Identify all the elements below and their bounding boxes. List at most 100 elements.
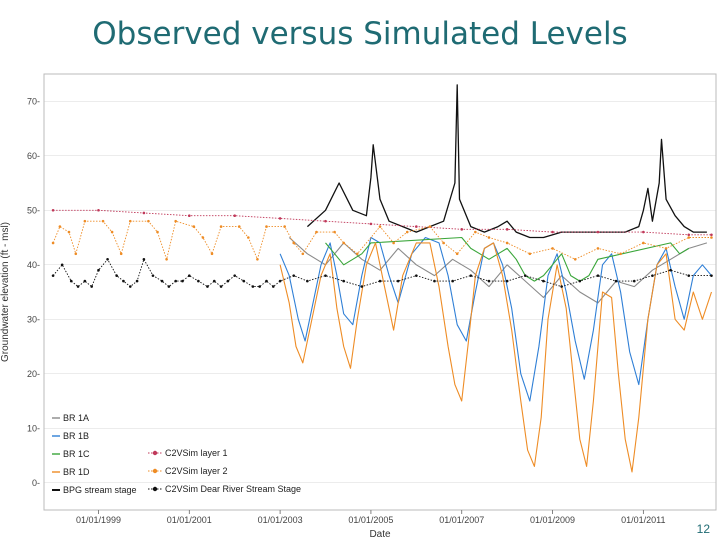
series-layer2-point	[67, 230, 71, 234]
legend-label-layer2: C2VSim layer 2	[165, 466, 228, 476]
series-layer2-point	[119, 252, 123, 256]
page-number: 12	[696, 522, 710, 536]
series-layer2-point	[455, 252, 459, 256]
series-stage_sim-point	[578, 279, 582, 283]
series-stage_sim-point	[669, 268, 672, 272]
x-tick-label: 01/01/2011	[621, 515, 665, 525]
x-tick-label: 01/01/2001	[167, 515, 212, 525]
series-stage_sim-point	[187, 274, 191, 277]
series-stage_sim-point	[271, 285, 275, 288]
x-tick-label: 01/01/1999	[76, 515, 121, 525]
y-tick-label: 0-	[32, 478, 40, 488]
series-layer2-point	[642, 241, 645, 245]
series-layer1-point	[187, 214, 191, 217]
series-stage_sim-point	[292, 274, 296, 277]
series-layer2-point	[710, 236, 713, 239]
series-layer1-point	[710, 233, 713, 237]
series-stage_sim-line	[52, 258, 712, 288]
series-layer2-point	[165, 258, 168, 261]
series-layer2-point	[405, 230, 409, 234]
series-stage_sim-point	[167, 285, 171, 288]
series-layer1-point	[324, 219, 327, 223]
series-stage_sim-point	[181, 279, 184, 283]
series-stage_sim-point	[687, 274, 691, 277]
x-tick-label: 01/01/2005	[348, 515, 393, 525]
series-layer2-point	[147, 219, 150, 223]
series-stage_sim-point	[258, 285, 261, 288]
series-stage_sim-point	[265, 279, 268, 283]
series-stage_sim-point	[122, 279, 125, 283]
series-layer2-point	[573, 258, 577, 261]
series-layer2-point	[247, 236, 250, 239]
series-layer1-point	[642, 230, 645, 234]
legend-marker-stage_sim	[152, 486, 158, 492]
y-tick-label: 70-	[27, 96, 40, 106]
legend-label-br1c: BR 1C	[63, 449, 90, 459]
series-stage_sim-point	[614, 279, 618, 283]
series-layer2-point	[664, 247, 668, 250]
legend-label-br1b: BR 1B	[63, 431, 89, 441]
series-stage_sim-point	[206, 285, 209, 288]
series-layer2-point	[528, 252, 532, 256]
series-stage_sim-point	[142, 258, 146, 261]
series-stage_sim-point	[97, 268, 100, 272]
series-br1d-line	[279, 242, 713, 473]
legend-label-br1a: BR 1A	[63, 413, 89, 423]
series-stage_sim-point	[233, 274, 237, 277]
series-layer2-point	[315, 230, 318, 234]
series-layer2-point	[442, 241, 445, 245]
series-layer1-point	[551, 230, 554, 234]
series-layer1-point	[505, 228, 509, 231]
y-tick-label: 10-	[27, 423, 40, 433]
legend: BR 1A BR 1B BR 1C BR 1D BPG stream stage C2VS…	[52, 413, 301, 495]
series-layer2-point	[292, 241, 296, 245]
series-layer1-point	[51, 208, 55, 212]
series-stage_sim-point	[651, 274, 654, 277]
x-tick-label: 01/01/2007	[439, 515, 484, 525]
y-tick-label: 40-	[27, 260, 40, 270]
series-stage_sim-point	[542, 279, 545, 283]
series-layer2-point	[201, 236, 205, 239]
series-layer2-point	[210, 252, 214, 256]
series-layer1-point	[97, 208, 100, 212]
series-layer2-point	[474, 230, 477, 234]
series-stage_sim-point	[69, 279, 73, 283]
series-layer2-point	[596, 247, 600, 250]
series-layer2-point	[505, 241, 509, 245]
series-layer1-point	[687, 233, 691, 237]
series-stage_sim-point	[523, 274, 527, 277]
series-layer2-point	[551, 247, 554, 250]
y-tick-label: 20-	[27, 369, 40, 379]
series-layer2-point	[192, 225, 196, 228]
series-layer1-point	[415, 225, 418, 228]
series-layer2-point	[237, 225, 241, 228]
series-stage_sim-point	[128, 285, 132, 288]
series-stage_sim-point	[342, 279, 345, 283]
series-stage_sim-point	[306, 279, 309, 283]
series-br1a-line	[288, 237, 708, 304]
series-stage_sim-point	[378, 279, 382, 283]
series-stage_sim-point	[396, 279, 400, 283]
series-layer1-point	[460, 228, 464, 231]
series-layer2-point	[342, 241, 345, 245]
y-tick-label: 30-	[27, 314, 40, 324]
series-layer2-point	[174, 219, 177, 223]
series-stage_sim-point	[360, 285, 364, 288]
series-group	[51, 84, 713, 473]
series-stage_sim-point	[160, 279, 164, 283]
series-layer2-point	[58, 225, 62, 228]
series-stage_sim-point	[212, 279, 216, 283]
grid	[44, 100, 716, 484]
series-layer2-point	[101, 219, 105, 223]
plot-frame	[43, 73, 717, 511]
y-axis-label: Groundwater elevation (ft - msl)	[0, 222, 11, 362]
series-stage_sim-point	[415, 274, 418, 277]
series-layer2-point	[219, 225, 223, 228]
series-layer1-point	[369, 222, 373, 226]
series-layer2-point	[428, 225, 432, 228]
series-layer1-point	[596, 230, 600, 234]
series-stage_sim-point	[115, 274, 118, 277]
series-stage_sim-point	[83, 279, 87, 283]
series-stage_sim-point	[219, 285, 223, 288]
